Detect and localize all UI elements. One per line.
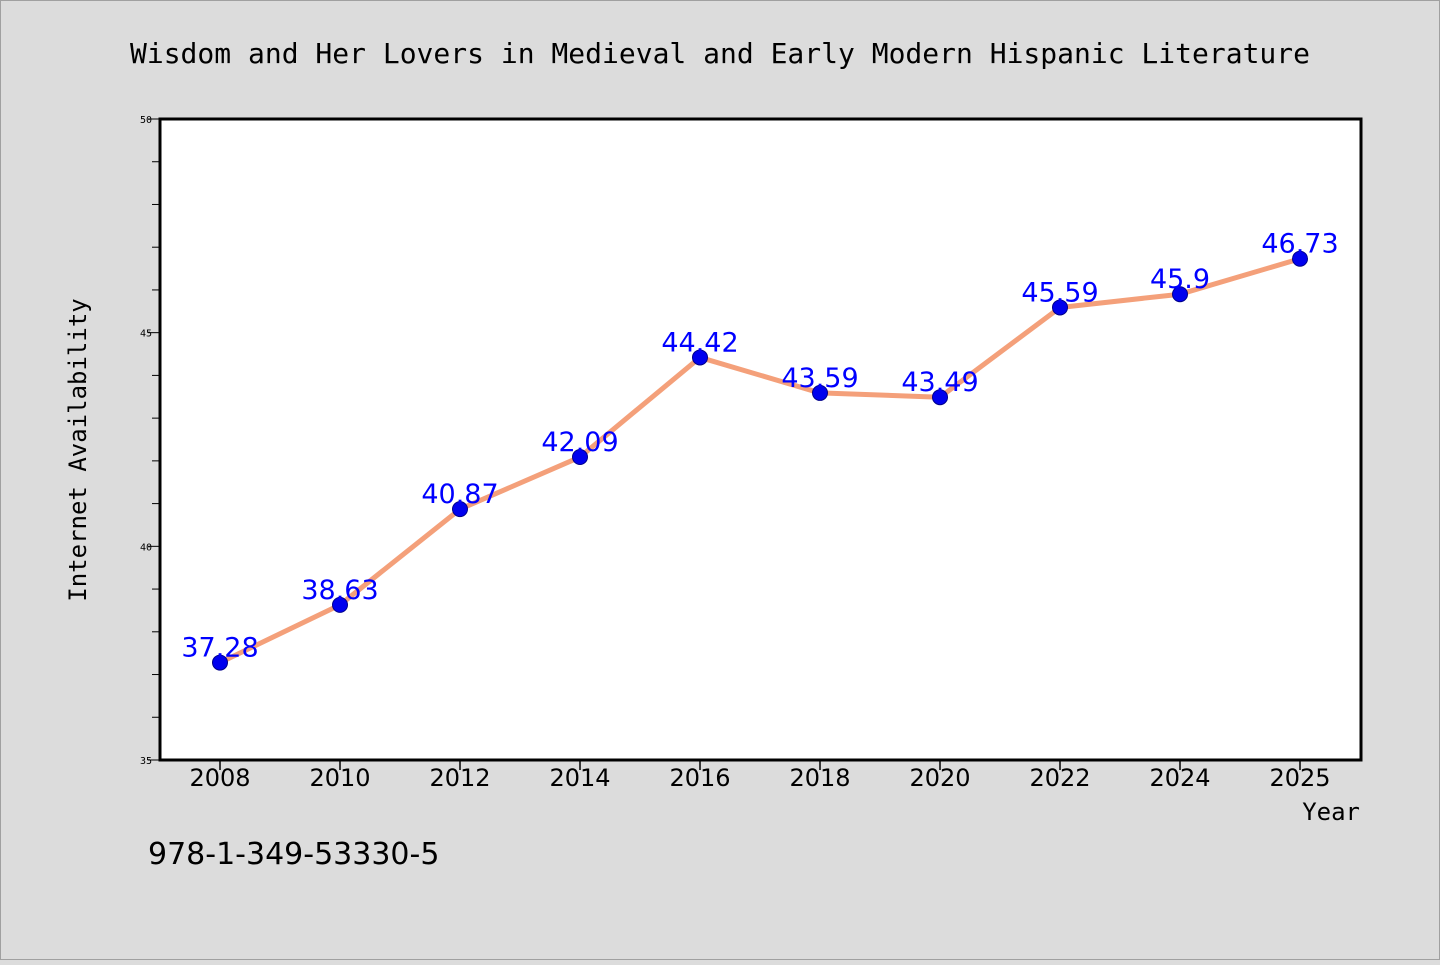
x-axis: 2008 2010 2012 2014 2016 2018 2020 2022 2024 2025 (189, 760, 1331, 792)
data-point-label: 44.42 (661, 327, 738, 358)
x-tick-label: 2025 (1269, 764, 1330, 792)
x-tick-label: 2014 (549, 764, 610, 792)
plot-area (158, 117, 1363, 762)
footer-isbn: 978-1-349-53330-5 (148, 837, 439, 872)
x-tick-label: 2022 (1029, 764, 1090, 792)
y-tick-label: 45 (140, 329, 152, 340)
series-group: 37.28 38.63 40.87 42.09 44.42 43.59 43.49 45.59… (181, 229, 1339, 671)
data-point-marker (1052, 299, 1068, 316)
data-point-label: 37.28 (181, 633, 258, 664)
x-tick-label: 2010 (309, 764, 370, 792)
data-point-marker (572, 449, 588, 466)
data-point-marker (1292, 250, 1308, 267)
data-point-label: 38.63 (301, 575, 378, 606)
data-point-marker (212, 654, 228, 671)
x-tick-label: 2016 (669, 764, 730, 792)
chart-title: Wisdom and Her Lovers in Medieval and Ea… (130, 37, 1310, 70)
data-point-marker (452, 501, 468, 518)
data-point-marker (812, 384, 828, 401)
data-point-label: 43.49 (901, 367, 978, 398)
data-point-marker (692, 349, 708, 366)
y-tick-label: 50 (140, 115, 152, 126)
x-axis-label: Year (1302, 798, 1360, 826)
data-point-label: 46.73 (1261, 229, 1338, 260)
data-point-label: 45.9 (1150, 264, 1210, 295)
y-axis-label: Internet Availability (64, 298, 92, 601)
data-point-label: 43.59 (781, 363, 858, 394)
data-point-label: 42.09 (541, 427, 618, 458)
y-axis: 35 40 45 50 (140, 115, 160, 767)
data-point-marker (1172, 286, 1188, 303)
data-point-label: 40.87 (421, 479, 498, 510)
x-tick-label: 2008 (189, 764, 250, 792)
data-point-label: 45.59 (1021, 277, 1098, 308)
data-point-marker (332, 596, 348, 613)
x-tick-label: 2024 (1149, 764, 1210, 792)
data-point-marker (932, 389, 948, 406)
y-tick-label: 40 (140, 542, 152, 553)
x-tick-label: 2012 (429, 764, 490, 792)
y-tick-label: 35 (140, 756, 152, 767)
x-tick-label: 2020 (909, 764, 970, 792)
x-tick-label: 2018 (789, 764, 850, 792)
series-line (217, 256, 1303, 666)
